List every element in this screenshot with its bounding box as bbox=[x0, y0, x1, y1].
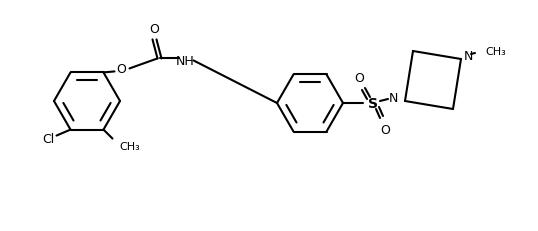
Text: CH₃: CH₃ bbox=[485, 47, 506, 57]
Text: O: O bbox=[354, 71, 364, 84]
Text: Cl: Cl bbox=[43, 133, 55, 146]
Text: N: N bbox=[388, 92, 398, 105]
Text: N: N bbox=[463, 49, 473, 62]
Text: O: O bbox=[117, 63, 126, 76]
Text: S: S bbox=[368, 97, 378, 110]
Text: NH: NH bbox=[176, 55, 195, 68]
Text: O: O bbox=[380, 123, 390, 136]
Text: O: O bbox=[150, 23, 159, 36]
Text: CH₃: CH₃ bbox=[119, 141, 140, 151]
